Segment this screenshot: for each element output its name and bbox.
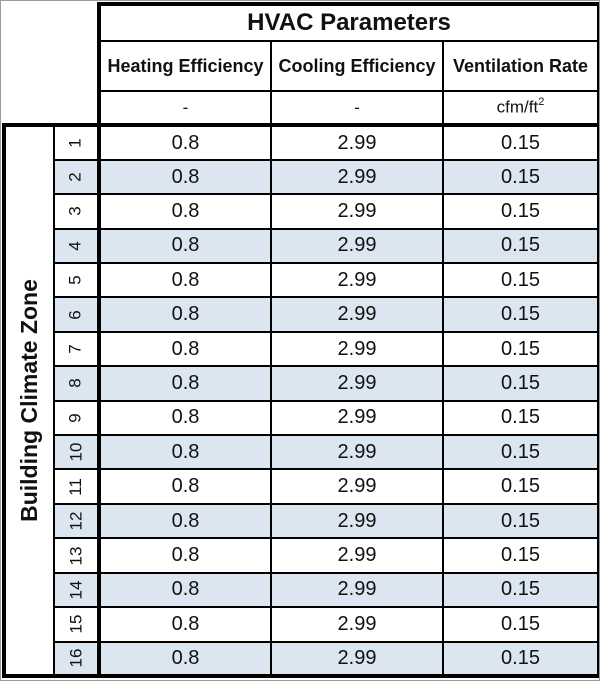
heating-value: 0.8 — [97, 468, 272, 505]
column-header-heating-efficiency: Heating Efficiency — [97, 40, 272, 93]
table-row: 14 0.8 2.99 0.15 — [4, 571, 599, 609]
zone-cell: 6 — [53, 296, 101, 333]
zone-cell: 11 — [53, 468, 101, 505]
ventilation-value: 0.15 — [442, 434, 599, 471]
ventilation-value: 0.15 — [442, 468, 599, 505]
cooling-value: 2.99 — [270, 193, 444, 230]
heating-value: 0.8 — [97, 123, 272, 161]
zone-cell: 10 — [53, 434, 101, 471]
cooling-value: 2.99 — [270, 158, 444, 196]
ventilation-value: 0.15 — [442, 502, 599, 540]
ventilation-value: 0.15 — [442, 296, 599, 333]
cooling-value: 2.99 — [270, 640, 444, 679]
table-row: 8 0.8 2.99 0.15 — [4, 365, 599, 402]
zone-cell: 13 — [53, 537, 101, 574]
heating-value: 0.8 — [97, 296, 272, 333]
heating-value: 0.8 — [97, 193, 272, 230]
heating-value: 0.8 — [97, 158, 272, 196]
table-row: 15 0.8 2.99 0.15 — [4, 606, 599, 643]
heating-value: 0.8 — [97, 502, 272, 540]
cooling-value: 2.99 — [270, 606, 444, 643]
zone-cell: 1 — [53, 123, 101, 161]
table-row: 10 0.8 2.99 0.15 — [4, 434, 599, 471]
cooling-value: 2.99 — [270, 227, 444, 265]
ventilation-value: 0.15 — [442, 640, 599, 679]
ventilation-value: 0.15 — [442, 193, 599, 230]
ventilation-value: 0.15 — [442, 227, 599, 265]
zone-cell: 2 — [53, 158, 101, 196]
cooling-value: 2.99 — [270, 123, 444, 161]
heating-value: 0.8 — [97, 227, 272, 265]
zone-cell: 15 — [53, 606, 101, 643]
ventilation-value: 0.15 — [442, 365, 599, 402]
cooling-value: 2.99 — [270, 537, 444, 574]
column-header-ventilation-rate: Ventilation Rate — [442, 40, 599, 93]
zone-cell: 3 — [53, 193, 101, 230]
ventilation-value: 0.15 — [442, 262, 599, 299]
heating-value: 0.8 — [97, 330, 272, 368]
heating-value: 0.8 — [97, 434, 272, 471]
table-row: 16 0.8 2.99 0.15 — [4, 640, 599, 679]
cooling-value: 2.99 — [270, 434, 444, 471]
cooling-value: 2.99 — [270, 571, 444, 609]
cooling-value: 2.99 — [270, 296, 444, 333]
zone-cell: 12 — [53, 502, 101, 540]
table-row: 3 0.8 2.99 0.15 — [4, 193, 599, 230]
zone-cell: 7 — [53, 330, 101, 368]
ventilation-value: 0.15 — [442, 537, 599, 574]
zone-cell: 16 — [53, 640, 101, 679]
zone-cell: 8 — [53, 365, 101, 402]
unit-ventilation-base: cfm/ft — [496, 98, 539, 118]
unit-ventilation-exponent: 2 — [538, 96, 545, 109]
table-row: 4 0.8 2.99 0.15 — [4, 227, 599, 265]
cooling-value: 2.99 — [270, 468, 444, 505]
row-group-label: Building Climate Zone — [2, 123, 55, 678]
ventilation-value: 0.15 — [442, 158, 599, 196]
table-row: 2 0.8 2.99 0.15 — [4, 158, 599, 196]
zone-cell: 4 — [53, 227, 101, 265]
cooling-value: 2.99 — [270, 365, 444, 402]
table-row: Building Climate Zone 1 0.8 2.99 0.15 — [2, 123, 599, 678]
table-title: HVAC Parameters — [97, 1, 599, 43]
heating-value: 0.8 — [97, 399, 272, 437]
zone-cell: 5 — [53, 262, 101, 299]
unit-heating: - — [97, 90, 272, 128]
ventilation-value: 0.15 — [442, 330, 599, 368]
heating-value: 0.8 — [97, 571, 272, 609]
heating-value: 0.8 — [97, 365, 272, 402]
table-row: 9 0.8 2.99 0.15 — [4, 399, 599, 437]
corner-cell — [4, 4, 101, 128]
table-row: 11 0.8 2.99 0.15 — [4, 468, 599, 505]
cooling-value: 2.99 — [270, 262, 444, 299]
heating-value: 0.8 — [97, 606, 272, 643]
column-header-cooling-efficiency: Cooling Efficiency — [270, 40, 444, 93]
heating-value: 0.8 — [97, 262, 272, 299]
table-row: 7 0.8 2.99 0.15 — [4, 330, 599, 368]
unit-ventilation: cfm/ft2 — [442, 90, 599, 128]
zone-cell: 14 — [53, 571, 101, 609]
cooling-value: 2.99 — [270, 502, 444, 540]
ventilation-value: 0.15 — [442, 606, 599, 643]
cooling-value: 2.99 — [270, 399, 444, 437]
table-row: 6 0.8 2.99 0.15 — [4, 296, 599, 333]
heating-value: 0.8 — [97, 640, 272, 679]
zone-cell: 9 — [53, 399, 101, 437]
table-row: 13 0.8 2.99 0.15 — [4, 537, 599, 574]
ventilation-value: 0.15 — [442, 399, 599, 437]
ventilation-value: 0.15 — [442, 571, 599, 609]
cooling-value: 2.99 — [270, 330, 444, 368]
table-row: 5 0.8 2.99 0.15 — [4, 262, 599, 299]
unit-cooling: - — [270, 90, 444, 128]
ventilation-value: 0.15 — [442, 123, 599, 161]
table-row: 12 0.8 2.99 0.15 — [4, 502, 599, 540]
heating-value: 0.8 — [97, 537, 272, 574]
